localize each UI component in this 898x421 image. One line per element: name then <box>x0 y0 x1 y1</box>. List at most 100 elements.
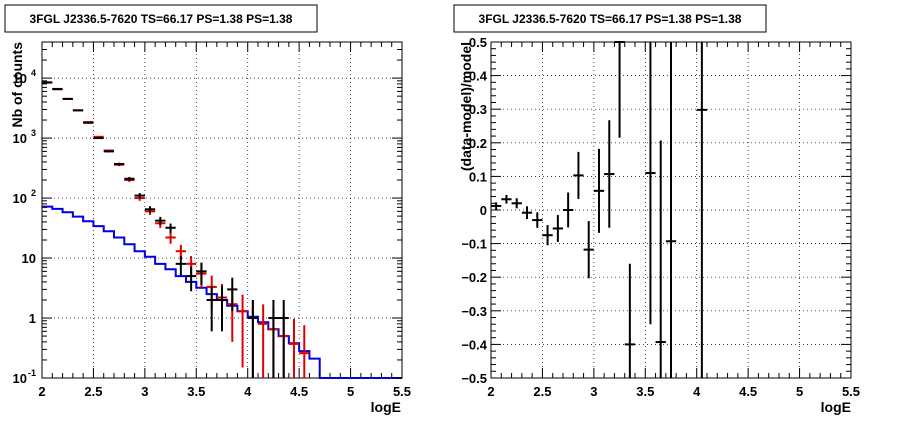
right-residual-point <box>655 140 666 378</box>
right-y-tick-label: −0.4 <box>461 337 487 352</box>
left-model-point <box>288 318 300 378</box>
left-y-tick-label: 1 <box>29 311 36 326</box>
left-data-point <box>155 216 166 226</box>
left-title: 3FGL J2336.5-7620 TS=66.17 PS=1.38 PS=1.… <box>30 12 293 26</box>
left-background-series <box>42 205 402 379</box>
right-y-tick-label: 0.1 <box>469 169 487 184</box>
right-x-tick-label: 3.5 <box>636 384 654 399</box>
right-residual-point <box>696 42 707 378</box>
left-data-point <box>103 150 114 153</box>
left-data-point <box>62 97 73 100</box>
right-residual-point <box>573 151 584 199</box>
left-model-point <box>165 232 176 244</box>
left-data-point <box>114 162 125 166</box>
right-y-axis-label: (data-model)/model <box>458 42 474 171</box>
left-y-tick-exponent: 3 <box>31 128 36 138</box>
right-y-tick-label: −0.5 <box>461 371 487 386</box>
right-x-tick-label: 5 <box>796 384 803 399</box>
right-x-tick-label: 2.5 <box>533 384 551 399</box>
left-y-tick-label: 10 <box>13 131 27 146</box>
right-residual-point <box>501 194 512 204</box>
left-y-tick-exponent: 2 <box>31 188 36 198</box>
right-residual-point <box>563 192 574 228</box>
right-residual-point <box>552 215 563 242</box>
left-data-point <box>83 121 94 124</box>
right-x-tick-label: 2 <box>487 384 494 399</box>
left-panel: 3FGL J2336.5-7620 TS=66.17 PS=1.38 PS=1.… <box>4 4 411 415</box>
left-data-point <box>186 266 197 292</box>
left-x-tick-label: 2.5 <box>84 384 102 399</box>
right-residual-point <box>645 42 656 325</box>
right-y-tick-labels: −0.5 −0.4 −0.3 −0.2 −0.1 0 0.1 0.2 0.3 0.4 0.5 <box>461 35 487 386</box>
left-data-point <box>278 299 289 378</box>
right-residual-point <box>542 225 553 246</box>
left-y-tick-label: 10 <box>22 251 36 266</box>
left-y-tick-exponent: -1 <box>28 368 36 378</box>
right-y-tick-label: 0.3 <box>469 102 487 117</box>
left-data-point <box>52 87 63 90</box>
left-data-point <box>196 262 207 285</box>
left-y-tick-exponent: 4 <box>31 68 36 78</box>
right-x-tick-label: 3 <box>590 384 597 399</box>
left-x-axis-label: logE <box>371 399 401 415</box>
left-x-tick-labels: 2 2.5 3 3.5 4 4.5 5 5.5 <box>38 384 411 399</box>
left-data-point <box>206 286 217 332</box>
left-y-tick-label: 10 <box>13 191 27 206</box>
right-x-tick-label: 5.5 <box>842 384 860 399</box>
right-residual-point <box>604 120 615 228</box>
right-x-axis-label: logE <box>821 399 851 415</box>
left-data-point <box>42 81 53 84</box>
left-x-tick-label: 4.5 <box>290 384 308 399</box>
right-residual-point <box>583 221 594 279</box>
left-x-tick-label: 3.5 <box>187 384 205 399</box>
right-y-tick-label: 0.2 <box>469 136 487 151</box>
left-data-point <box>268 299 279 378</box>
left-data-series <box>42 81 289 378</box>
left-y-axis-label: Nb of counts <box>9 42 25 128</box>
right-residual-point <box>511 198 522 209</box>
left-x-tick-label: 3 <box>141 384 148 399</box>
left-x-tick-label: 2 <box>38 384 45 399</box>
right-axis-ticks <box>490 41 852 379</box>
left-data-point <box>144 206 156 213</box>
right-residual-point <box>593 148 605 233</box>
right-residual-point <box>532 212 543 228</box>
left-y-tick-label: 10 <box>13 71 27 86</box>
left-x-tick-label: 5 <box>347 384 354 399</box>
left-x-tick-label: 4 <box>244 384 252 399</box>
left-model-point <box>237 294 248 368</box>
right-residual-point <box>665 42 677 378</box>
right-title-box <box>453 4 767 33</box>
left-data-point <box>175 256 186 276</box>
left-data-point <box>227 277 238 312</box>
right-residual-series <box>491 41 707 378</box>
left-y-tick-label: 10 <box>13 371 27 386</box>
left-background-step-line <box>42 205 402 379</box>
left-x-tick-label: 5.5 <box>393 384 411 399</box>
left-data-point <box>247 299 258 378</box>
right-y-tick-label: 0.5 <box>469 35 487 50</box>
left-data-point <box>134 193 145 199</box>
right-panel: 3FGL J2336.5-7620 TS=66.17 PS=1.38 PS=1.… <box>453 4 860 415</box>
right-x-tick-label: 4 <box>693 384 701 399</box>
right-x-tick-labels: 2 2.5 3 3.5 4 4.5 5 5.5 <box>487 384 860 399</box>
right-x-tick-label: 4.5 <box>739 384 757 399</box>
right-y-tick-label: −0.2 <box>461 270 487 285</box>
right-residual-point <box>614 41 625 138</box>
left-model-point <box>258 304 269 378</box>
right-residual-point <box>624 263 635 378</box>
left-model-point <box>299 325 310 378</box>
right-y-tick-label: 0 <box>480 203 487 218</box>
right-y-tick-label: −0.1 <box>461 237 487 252</box>
right-residual-point <box>491 202 502 210</box>
right-y-tick-label: 0.4 <box>469 69 488 84</box>
left-data-point <box>165 223 176 233</box>
left-data-point <box>72 109 84 112</box>
left-data-point <box>124 176 135 181</box>
right-title: 3FGL J2336.5-7620 TS=66.17 PS=1.38 PS=1.… <box>479 12 742 26</box>
left-title-box <box>4 4 318 33</box>
left-data-point <box>93 137 104 140</box>
left-axis-ticks <box>41 41 403 379</box>
